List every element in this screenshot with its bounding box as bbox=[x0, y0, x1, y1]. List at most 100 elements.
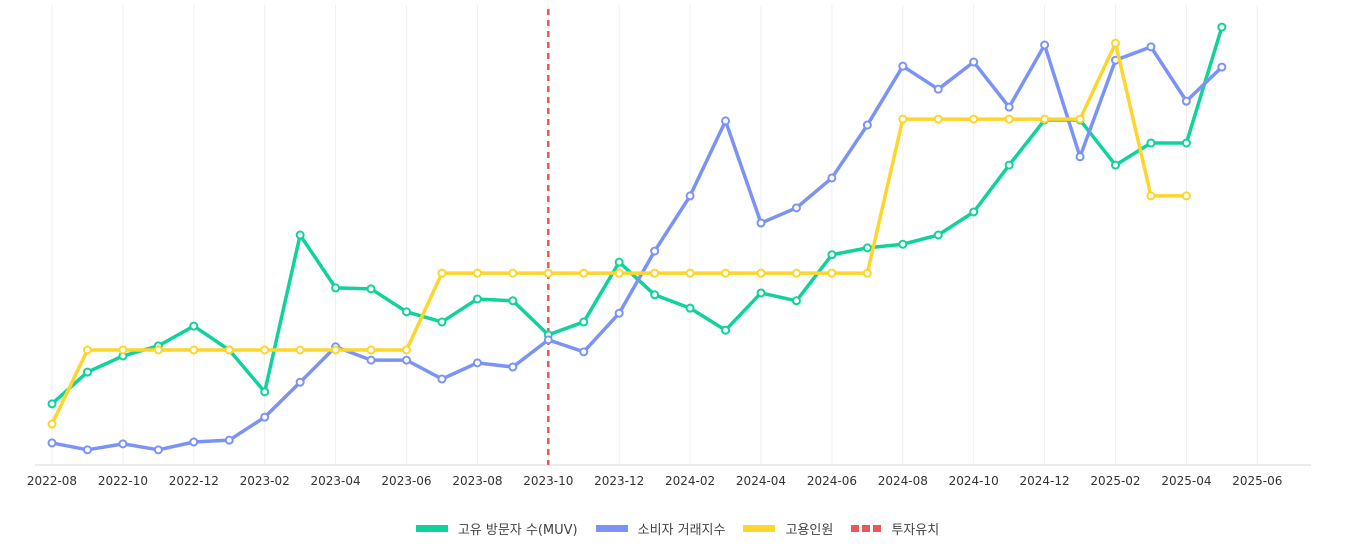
data-point[interactable] bbox=[1004, 114, 1014, 124]
legend-item-investment[interactable]: 투자유치 bbox=[851, 519, 939, 538]
data-point[interactable] bbox=[756, 268, 766, 278]
data-point[interactable] bbox=[791, 268, 801, 278]
data-point[interactable] bbox=[614, 257, 624, 267]
data-point[interactable] bbox=[82, 345, 92, 355]
data-point[interactable] bbox=[543, 335, 553, 345]
data-point[interactable] bbox=[189, 437, 199, 447]
data-point[interactable] bbox=[189, 321, 199, 331]
data-point[interactable] bbox=[1040, 114, 1050, 124]
data-point[interactable] bbox=[1075, 114, 1085, 124]
data-point[interactable] bbox=[1146, 138, 1156, 148]
data-point[interactable] bbox=[366, 355, 376, 365]
data-point[interactable] bbox=[827, 250, 837, 260]
data-point[interactable] bbox=[295, 230, 305, 240]
data-point[interactable] bbox=[721, 116, 731, 126]
data-point[interactable] bbox=[331, 345, 341, 355]
data-point[interactable] bbox=[224, 435, 234, 445]
data-point[interactable] bbox=[614, 268, 624, 278]
data-point[interactable] bbox=[756, 288, 766, 298]
data-point[interactable] bbox=[508, 296, 518, 306]
data-point[interactable] bbox=[295, 345, 305, 355]
data-point[interactable] bbox=[224, 345, 234, 355]
data-point[interactable] bbox=[189, 345, 199, 355]
data-point[interactable] bbox=[402, 355, 411, 365]
data-point[interactable] bbox=[1004, 102, 1014, 112]
data-point[interactable] bbox=[437, 268, 447, 278]
data-point[interactable] bbox=[862, 120, 872, 130]
data-point[interactable] bbox=[1181, 96, 1191, 106]
data-point[interactable] bbox=[933, 114, 943, 124]
data-point[interactable] bbox=[1146, 191, 1156, 201]
data-point[interactable] bbox=[437, 374, 447, 384]
data-point[interactable] bbox=[898, 61, 908, 71]
data-point[interactable] bbox=[508, 362, 518, 372]
data-point[interactable] bbox=[1181, 191, 1191, 201]
x-tick-label: 2025-06 bbox=[1232, 474, 1282, 488]
data-point[interactable] bbox=[614, 308, 624, 318]
x-tick-label: 2024-10 bbox=[949, 474, 999, 488]
data-point[interactable] bbox=[685, 268, 695, 278]
data-point[interactable] bbox=[969, 114, 979, 124]
data-point[interactable] bbox=[791, 203, 801, 213]
data-point[interactable] bbox=[827, 173, 837, 183]
data-point[interactable] bbox=[898, 239, 908, 249]
data-point[interactable] bbox=[82, 367, 92, 377]
data-point[interactable] bbox=[47, 438, 57, 448]
data-point[interactable] bbox=[47, 419, 57, 429]
data-point[interactable] bbox=[969, 207, 979, 217]
data-point[interactable] bbox=[933, 84, 943, 94]
data-point[interactable] bbox=[1004, 160, 1014, 170]
data-point[interactable] bbox=[260, 387, 270, 397]
data-point[interactable] bbox=[153, 445, 163, 455]
data-point[interactable] bbox=[331, 283, 341, 293]
data-point[interactable] bbox=[295, 377, 305, 387]
legend-item-muv[interactable]: 고유 방문자 수(MUV) bbox=[415, 519, 578, 538]
data-point[interactable] bbox=[898, 114, 908, 124]
data-point[interactable] bbox=[472, 358, 482, 368]
data-point[interactable] bbox=[827, 268, 837, 278]
data-point[interactable] bbox=[1111, 160, 1120, 170]
data-point[interactable] bbox=[579, 317, 589, 327]
data-point[interactable] bbox=[1181, 138, 1191, 148]
data-point[interactable] bbox=[153, 345, 163, 355]
data-point[interactable] bbox=[437, 317, 447, 327]
data-point[interactable] bbox=[685, 303, 695, 313]
data-point[interactable] bbox=[756, 218, 766, 228]
data-point[interactable] bbox=[1040, 40, 1050, 50]
data-point[interactable] bbox=[508, 268, 518, 278]
data-point[interactable] bbox=[579, 268, 589, 278]
data-point[interactable] bbox=[366, 284, 376, 294]
data-point[interactable] bbox=[472, 294, 482, 304]
legend-item-consumer-index[interactable]: 소비자 거래지수 bbox=[595, 519, 725, 538]
data-point[interactable] bbox=[862, 243, 872, 253]
data-point[interactable] bbox=[933, 230, 943, 240]
data-point[interactable] bbox=[969, 57, 979, 67]
data-point[interactable] bbox=[402, 307, 411, 317]
data-point[interactable] bbox=[650, 290, 660, 300]
data-point[interactable] bbox=[721, 268, 731, 278]
data-point[interactable] bbox=[1075, 152, 1085, 162]
data-point[interactable] bbox=[1146, 42, 1156, 52]
data-point[interactable] bbox=[118, 345, 128, 355]
data-point[interactable] bbox=[862, 268, 872, 278]
data-point[interactable] bbox=[366, 345, 376, 355]
data-point[interactable] bbox=[260, 412, 270, 422]
data-point[interactable] bbox=[543, 268, 553, 278]
data-point[interactable] bbox=[650, 268, 660, 278]
data-point[interactable] bbox=[82, 445, 92, 455]
data-point[interactable] bbox=[47, 399, 57, 409]
data-point[interactable] bbox=[260, 345, 270, 355]
data-point[interactable] bbox=[721, 325, 731, 335]
data-point[interactable] bbox=[685, 191, 695, 201]
data-point[interactable] bbox=[402, 345, 411, 355]
data-point[interactable] bbox=[791, 296, 801, 306]
data-point[interactable] bbox=[1111, 38, 1120, 48]
data-point[interactable] bbox=[650, 246, 660, 256]
data-point[interactable] bbox=[1217, 22, 1227, 32]
data-point[interactable] bbox=[472, 268, 482, 278]
legend-item-employees[interactable]: 고용인원 bbox=[743, 519, 833, 538]
data-point[interactable] bbox=[118, 439, 128, 449]
data-point[interactable] bbox=[579, 347, 589, 357]
data-point[interactable] bbox=[1217, 62, 1227, 72]
vertical-gridlines bbox=[51, 5, 1258, 465]
